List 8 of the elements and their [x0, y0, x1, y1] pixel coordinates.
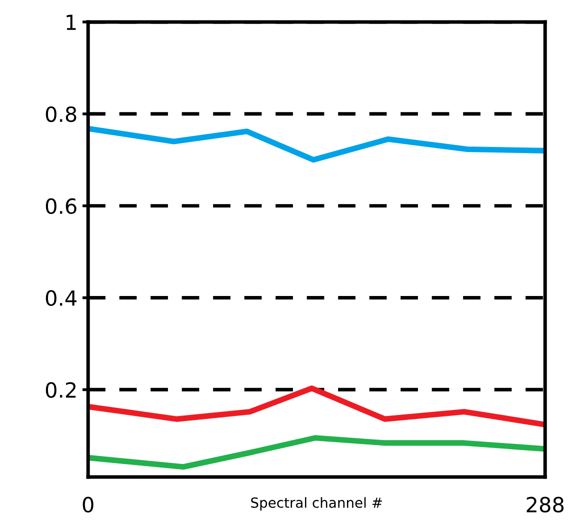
x-tick-label: 288 — [526, 496, 564, 513]
y-tick-label: 1 — [66, 14, 76, 30]
y-tick-label: 0.4 — [46, 290, 77, 306]
y-tick-label: 0.6 — [46, 198, 76, 214]
x-tick-label: 0 — [82, 496, 94, 513]
y-tick-label: 0.8 — [46, 106, 76, 122]
y-tick-label: 0.2 — [46, 382, 76, 398]
x-axis-title: Spectral channel # — [251, 497, 382, 511]
